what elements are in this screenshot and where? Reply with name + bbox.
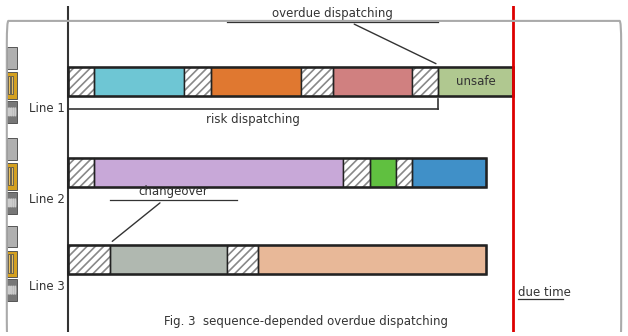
Bar — [412, 67, 438, 96]
Bar — [227, 245, 258, 274]
Text: due time: due time — [518, 286, 571, 299]
FancyBboxPatch shape — [6, 144, 8, 176]
Bar — [301, 67, 333, 96]
Bar — [7, 47, 18, 69]
Bar — [184, 67, 211, 96]
Text: overdue dispatching: overdue dispatching — [272, 7, 436, 64]
Bar — [396, 158, 412, 187]
Bar — [8, 167, 10, 185]
Text: Line 2: Line 2 — [29, 193, 65, 206]
Bar — [8, 251, 17, 277]
Bar — [227, 245, 258, 274]
Bar — [68, 245, 110, 274]
Text: Fig. 3  sequence-depended overdue dispatching: Fig. 3 sequence-depended overdue dispatc… — [164, 315, 448, 328]
Bar — [343, 158, 370, 187]
Bar — [68, 158, 94, 187]
Bar — [94, 67, 184, 96]
Bar — [68, 67, 94, 96]
Text: unsafe: unsafe — [456, 75, 495, 88]
Text: risk dispatching: risk dispatching — [206, 113, 300, 126]
Bar — [8, 73, 17, 99]
Bar — [211, 67, 301, 96]
Bar — [7, 279, 18, 301]
Text: Line 1: Line 1 — [29, 102, 65, 115]
Bar — [11, 76, 13, 94]
Bar — [68, 67, 512, 96]
Bar — [7, 226, 18, 247]
Bar — [68, 67, 94, 96]
Bar — [8, 164, 17, 190]
Bar — [258, 245, 486, 274]
Bar — [110, 245, 227, 274]
Bar — [333, 67, 412, 96]
Bar — [7, 100, 18, 123]
FancyBboxPatch shape — [6, 232, 8, 263]
Bar — [412, 158, 486, 187]
Bar — [94, 158, 343, 187]
Bar — [68, 245, 486, 274]
Bar — [438, 67, 512, 96]
Bar — [8, 76, 10, 94]
Bar — [412, 67, 438, 96]
Bar — [68, 245, 110, 274]
Bar — [184, 67, 211, 96]
Bar — [68, 158, 94, 187]
Bar — [11, 254, 13, 273]
Bar — [7, 138, 18, 160]
Text: Line 3: Line 3 — [30, 280, 65, 293]
Bar — [11, 167, 13, 185]
Bar — [68, 158, 486, 187]
Bar — [7, 192, 18, 214]
FancyBboxPatch shape — [6, 53, 8, 85]
Bar — [370, 158, 396, 187]
Bar — [301, 67, 333, 96]
Bar — [396, 158, 412, 187]
Bar — [343, 158, 370, 187]
Text: changeover: changeover — [112, 185, 208, 241]
Bar — [8, 254, 10, 273]
